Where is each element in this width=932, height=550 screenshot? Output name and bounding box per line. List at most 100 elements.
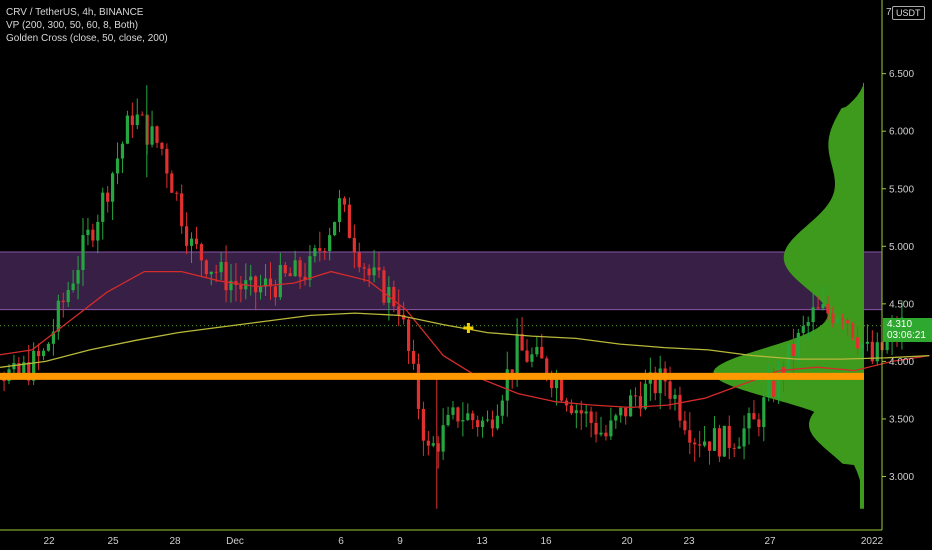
candle-body-108	[490, 419, 495, 429]
time-tick-label-8: 20	[621, 536, 633, 547]
volume-profile-label[interactable]: VP (200, 300, 50, 60, 8, Both)	[6, 20, 139, 31]
price-tick-label-5: 5.500	[889, 184, 914, 195]
candle-body-47	[189, 238, 194, 246]
candle-body-165	[772, 380, 776, 397]
candle-body-86	[382, 270, 386, 303]
candle-body-44	[175, 192, 179, 194]
candle-body-87	[387, 287, 391, 303]
candle-body-136	[629, 395, 633, 417]
candle-body-133	[614, 415, 618, 421]
candle-body-39	[150, 126, 154, 145]
candle-body-109	[495, 415, 499, 429]
candle-body-70	[303, 276, 307, 280]
price-tick-label-4: 5.000	[889, 242, 914, 253]
candle-body-94	[421, 408, 425, 441]
candle-body-102	[461, 420, 465, 422]
candle-body-79	[347, 204, 351, 238]
candle-body-35	[130, 115, 134, 126]
candle-body-111	[505, 369, 509, 401]
candle-body-183	[860, 343, 865, 349]
symbol-label[interactable]: CRV / TetherUS, 4h, BINANCE	[6, 7, 144, 18]
candle-body-178	[836, 318, 840, 323]
candle-body-106	[481, 420, 485, 428]
candle-body-188	[885, 339, 889, 351]
candle-body-91	[407, 319, 411, 351]
candle-body-63	[268, 278, 273, 287]
candle-body-105	[476, 420, 480, 428]
candle-body-180	[846, 320, 850, 324]
candle-body-42	[165, 148, 169, 174]
volume-profile-histogram	[713, 82, 864, 509]
candle-body-24	[76, 270, 80, 284]
candle-body-54	[224, 261, 228, 291]
time-tick-label-1: 25	[107, 536, 119, 547]
candle-body-13	[22, 362, 26, 374]
candle-body-28	[96, 221, 100, 241]
candle-body-100	[451, 407, 455, 415]
candle-body-25	[81, 235, 85, 271]
candle-body-122	[559, 379, 564, 401]
golden-cross-label[interactable]: Golden Cross (close, 50, close, 200)	[6, 33, 168, 44]
support-level-line	[0, 372, 864, 380]
candle-body-81	[357, 252, 361, 268]
candle-body-22	[66, 290, 70, 303]
candle-body-89	[397, 306, 401, 315]
price-tick-label-top: 7	[886, 7, 892, 18]
candle-body-113	[515, 333, 519, 374]
candle-body-167	[781, 367, 786, 376]
candle-body-36	[135, 114, 139, 126]
candle-body-150	[698, 444, 702, 446]
candle-body-101	[456, 407, 460, 422]
candle-body-17	[41, 350, 46, 357]
candle-body-159	[742, 428, 746, 447]
candle-body-46	[185, 226, 189, 246]
candle-body-126	[579, 410, 583, 414]
candle-body-50	[204, 260, 208, 275]
candle-body-43	[170, 173, 174, 193]
candle-body-96	[431, 443, 435, 446]
price-tick-label-3: 4.500	[889, 299, 914, 310]
candles	[0, 85, 904, 509]
currency-unit-button[interactable]: USDT	[892, 6, 925, 20]
candle-body-27	[91, 229, 95, 241]
candle-body-148	[688, 430, 692, 443]
price-tick-label-1: 3.500	[889, 414, 914, 425]
candle-body-14	[27, 362, 31, 381]
candle-body-118	[540, 346, 544, 359]
candle-body-18	[46, 343, 51, 351]
candle-body-37	[140, 114, 144, 116]
candle-body-33	[120, 143, 125, 159]
candle-body-93	[416, 363, 421, 409]
candle-body-149	[693, 442, 697, 445]
candle-body-90	[402, 314, 406, 320]
candle-body-77	[337, 198, 342, 223]
volume-profile	[713, 82, 864, 509]
time-tick-label-7: 16	[540, 536, 552, 547]
candle-body-137	[633, 395, 638, 397]
candle-body-48	[194, 238, 199, 245]
candle-body-69	[298, 260, 302, 277]
candle-body-57	[239, 285, 243, 290]
candle-body-147	[683, 420, 687, 431]
candle-body-72	[313, 248, 317, 257]
candle-body-32	[115, 158, 120, 174]
resistance-zone	[0, 251, 882, 311]
candle-body-182	[855, 337, 860, 349]
candle-body-29	[101, 192, 105, 222]
candle-body-68	[293, 260, 297, 277]
time-tick-label-11: 2022	[861, 536, 884, 547]
resistance-zone-fill	[0, 252, 882, 310]
candle-body-67	[288, 273, 292, 277]
time-tick-label-4: 6	[338, 536, 344, 547]
candle-body-23	[71, 283, 75, 291]
ma-slow-line	[0, 312, 930, 368]
candle-body-31	[111, 173, 115, 202]
candle-body-166	[777, 367, 781, 397]
candle-body-45	[180, 193, 184, 227]
candle-body-146	[678, 394, 682, 421]
candle-body-163	[762, 397, 766, 428]
candle-body-88	[392, 287, 396, 307]
candle-body-135	[624, 407, 628, 417]
candle-body-177	[831, 313, 835, 323]
